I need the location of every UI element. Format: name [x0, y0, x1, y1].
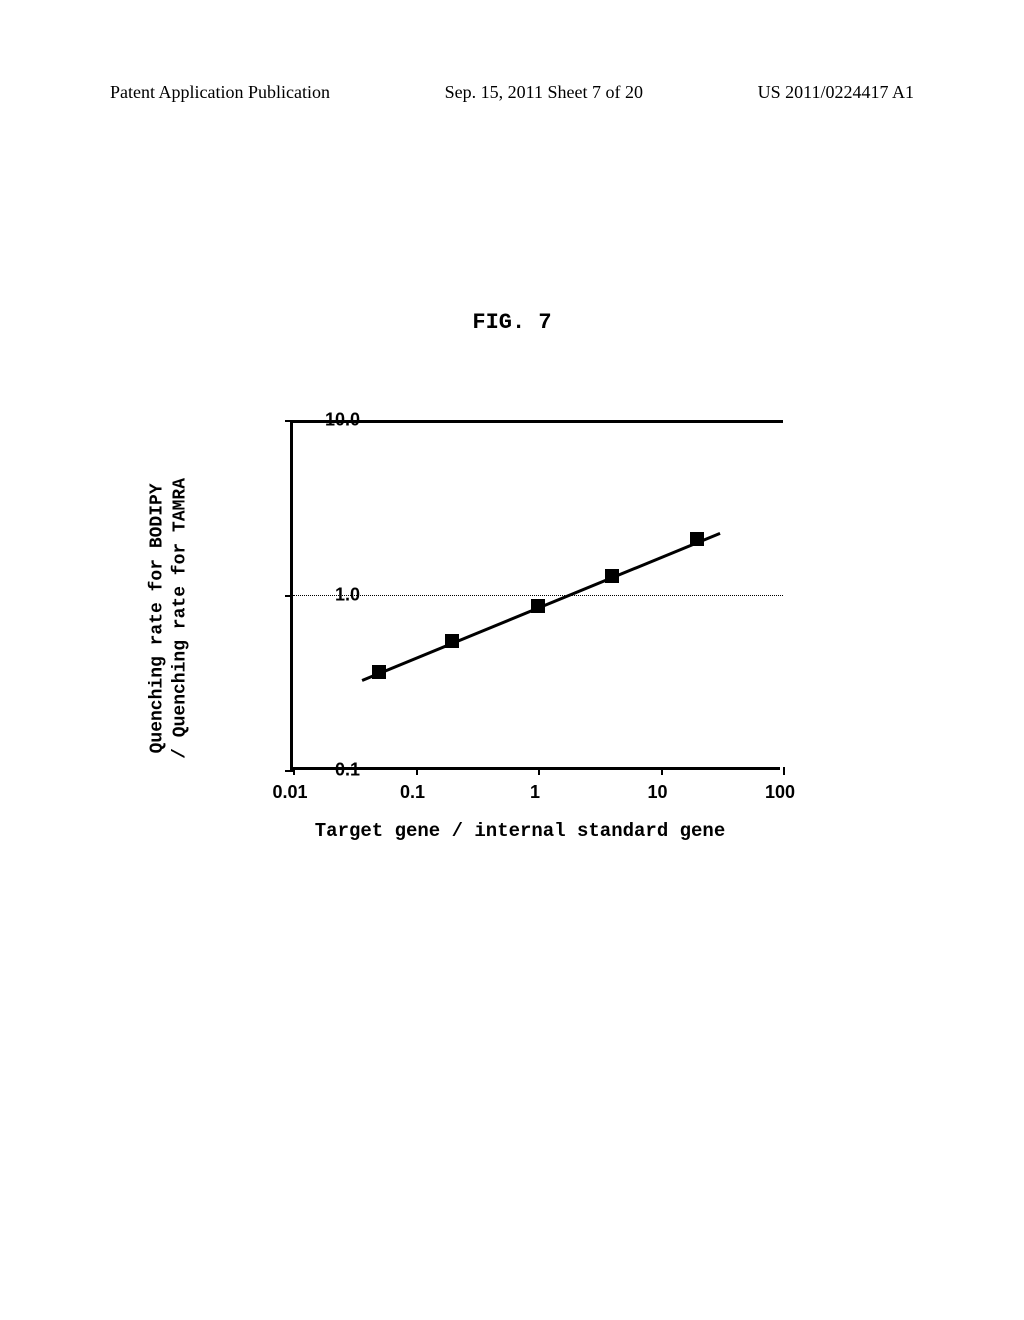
y-tick — [285, 770, 293, 772]
plot-top-border — [293, 420, 783, 428]
reference-line — [293, 595, 783, 596]
chart-container: Quenching rate for BODIPY / Quenching ra… — [180, 400, 860, 860]
y-tick — [285, 420, 293, 422]
header-right: US 2011/0224417 A1 — [758, 82, 914, 103]
x-tick — [661, 767, 663, 775]
y-axis-title-line1: Quenching rate for BODIPY — [148, 483, 168, 753]
page-header: Patent Application Publication Sep. 15, … — [0, 82, 1024, 103]
x-tick — [538, 767, 540, 775]
y-axis-title-line2: / Quenching rate for TAMRA — [171, 478, 191, 759]
y-tick-label: 10.0 — [325, 410, 360, 431]
x-tick-label: 1 — [530, 782, 540, 803]
y-tick — [285, 595, 293, 597]
y-tick-label: 0.1 — [335, 760, 360, 781]
trend-line — [361, 532, 720, 681]
x-tick-label: 0.1 — [400, 782, 425, 803]
x-tick-label: 100 — [765, 782, 795, 803]
x-tick-label: 10 — [647, 782, 667, 803]
figure-label: FIG. 7 — [0, 310, 1024, 335]
header-left: Patent Application Publication — [110, 82, 330, 103]
header-center: Sep. 15, 2011 Sheet 7 of 20 — [445, 82, 643, 103]
plot-area — [290, 420, 780, 770]
x-tick — [416, 767, 418, 775]
x-tick — [293, 767, 295, 775]
x-tick — [783, 767, 785, 775]
y-tick-label: 1.0 — [335, 585, 360, 606]
x-tick-label: 0.01 — [272, 782, 307, 803]
x-axis-title: Target gene / internal standard gene — [180, 820, 860, 842]
